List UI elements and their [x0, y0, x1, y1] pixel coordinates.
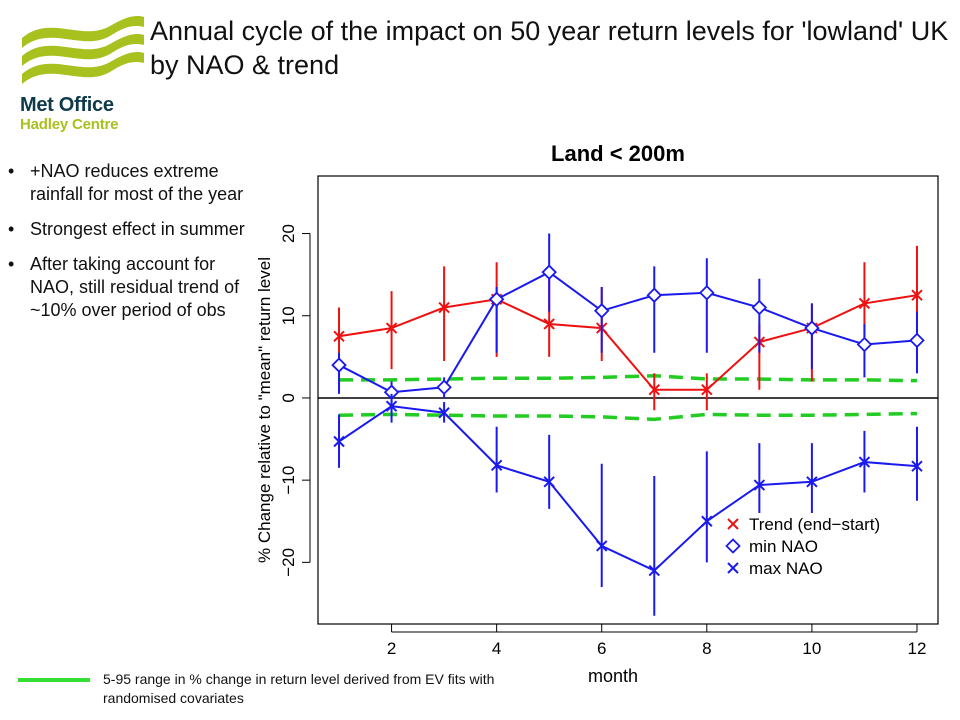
min-nao-point: [856, 336, 873, 353]
range-footnote: 5-95 range in % change in return level d…: [103, 671, 495, 706]
min-nao-point: [593, 303, 610, 319]
legend-marker: [727, 562, 739, 574]
min-nao-point: [541, 264, 557, 280]
max-nao-point: [648, 564, 660, 577]
bullet-list: +NAO reduces extreme rainfall for most o…: [6, 160, 246, 334]
legend-label: max NAO: [749, 559, 823, 578]
min-nao-point: [804, 320, 820, 336]
legend-marker: [725, 538, 741, 554]
max-nao-point: [333, 435, 345, 448]
x-tick-label: 4: [492, 639, 501, 658]
y-tick-label: 10: [279, 306, 298, 325]
logo-subtitle: Hadley Centre: [20, 116, 119, 133]
x-tick-label: 10: [802, 639, 821, 658]
logo-wordmark: Met Office: [20, 94, 114, 116]
bullet-item: Strongest effect in summer: [6, 218, 246, 241]
y-axis-label: % Change relative to "mean" return level: [255, 257, 274, 563]
trend-point: [438, 301, 450, 314]
max-nao-point: [701, 515, 713, 527]
legend-label: Trend (end−start): [749, 515, 880, 534]
bullet-item: After taking account for NAO, still resi…: [6, 253, 246, 322]
max-nao-point: [490, 459, 503, 472]
min-nao-point: [909, 332, 925, 349]
max-nao-point: [858, 456, 871, 468]
y-tick-label: 0: [279, 393, 298, 402]
min-nao-point: [488, 291, 505, 308]
max-nao-point: [543, 476, 555, 488]
max-nao-line: [338, 405, 918, 572]
max-nao-point: [438, 407, 450, 419]
chart-title: Land < 200m: [551, 141, 685, 166]
trend-point: [543, 318, 555, 330]
trend-line: [338, 294, 918, 391]
min-nao-point: [331, 357, 347, 373]
trend-point: [858, 297, 871, 310]
range-band-upper: [339, 373, 918, 383]
legend-marker: [727, 518, 739, 530]
trend-point: [911, 289, 923, 301]
min-nao-line: [338, 271, 918, 394]
trend-point: [648, 384, 660, 396]
x-tick-label: 8: [702, 639, 711, 658]
y-tick-label: 20: [279, 224, 298, 243]
x-tick-label: 12: [908, 639, 927, 658]
min-nao-point: [436, 379, 452, 396]
max-nao-point: [596, 540, 608, 552]
x-tick-label: 2: [387, 639, 396, 658]
bullet-item: +NAO reduces extreme rainfall for most o…: [6, 160, 246, 206]
x-axis-label: month: [588, 666, 638, 686]
max-nao-point: [385, 400, 398, 412]
min-nao-point: [646, 287, 663, 303]
max-nao-point: [806, 476, 818, 488]
range-band-lower: [338, 411, 918, 422]
trend-point: [701, 384, 713, 396]
x-tick-label: 6: [597, 639, 606, 658]
trend-point: [385, 322, 398, 334]
legend-label: min NAO: [749, 537, 818, 556]
max-nao-point: [753, 479, 766, 491]
y-tick-label: −10: [279, 466, 298, 495]
plot-frame: [317, 175, 939, 625]
trend-point: [333, 330, 345, 343]
min-nao-point: [751, 299, 768, 316]
met-office-logo: [12, 8, 147, 140]
max-nao-point: [911, 460, 923, 472]
return-level-chart: Land < 200m 2 4 6 8 10 12 −20 −10 0 10 20 month % Cha…: [255, 141, 939, 686]
range-legend-line: [18, 678, 90, 682]
slide-title: Annual cycle of the impact on 50 year re…: [150, 16, 949, 80]
y-tick-label: −20: [279, 548, 298, 577]
min-nao-point: [699, 284, 715, 301]
